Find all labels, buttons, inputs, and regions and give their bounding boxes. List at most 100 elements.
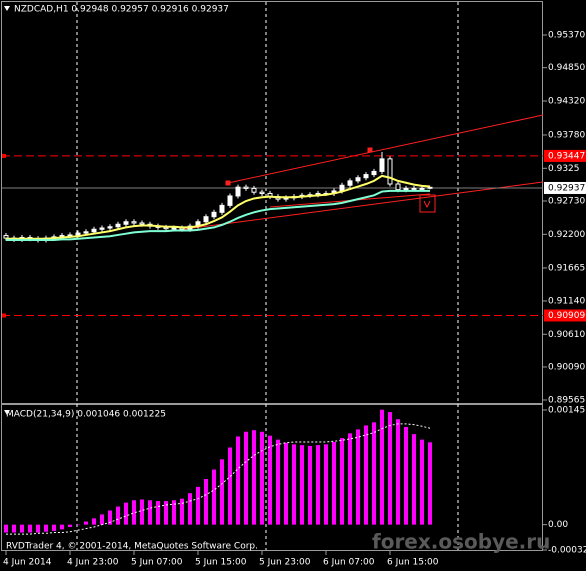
macd-bar <box>404 427 408 525</box>
candle-body <box>107 226 113 229</box>
candle-body <box>427 186 433 189</box>
macd-bar <box>4 524 8 533</box>
alert-arrow <box>423 200 431 209</box>
level-label: 0.90909 <box>548 311 585 321</box>
candle-body <box>243 186 249 189</box>
period-separators <box>76 2 459 550</box>
candle-body <box>371 170 377 176</box>
macd-bar <box>396 419 400 525</box>
macd-bar <box>236 436 240 525</box>
macd-bar <box>292 444 296 525</box>
macd-bar <box>108 510 112 525</box>
macd-bar <box>372 422 376 525</box>
macd-bar <box>20 524 24 533</box>
macd-title: MACD(21,34,9) 0.001046 0.001225 <box>6 410 166 420</box>
x-tick-label: 4 Jun 23:00 <box>67 558 119 568</box>
anchor <box>367 147 373 153</box>
macd-bar <box>172 500 176 525</box>
x-tick-label: 6 Jun 15:00 <box>387 558 439 568</box>
candle-body <box>91 228 97 233</box>
macd-bar <box>220 459 224 525</box>
macd-bar <box>388 412 392 525</box>
macd-bar <box>180 498 184 525</box>
macd-bar <box>252 430 256 525</box>
macd-bar <box>260 431 264 525</box>
macd-bar <box>84 521 88 525</box>
candle-body <box>83 231 89 234</box>
copyright: RVDTrader 4, © 2001-2014, MetaQuotes Sof… <box>6 542 258 552</box>
macd-bar <box>52 524 56 531</box>
x-tick-label: 5 Jun 07:00 <box>131 558 183 568</box>
candle-body <box>395 183 401 191</box>
moving-average <box>6 189 430 241</box>
macd-signal <box>6 423 431 535</box>
macd-bar <box>148 500 152 525</box>
y-tick-label: 0.001457 <box>548 405 586 415</box>
macd-bar <box>132 500 136 525</box>
candle-body <box>347 180 353 186</box>
macd-bar <box>12 524 16 533</box>
candle-body <box>131 221 137 224</box>
candle-body <box>219 204 225 213</box>
moving-average <box>6 174 431 240</box>
macd-bar <box>228 447 232 525</box>
level-label-box <box>544 309 586 322</box>
macd-bar <box>36 524 40 533</box>
y-tick-label: 0.94320 <box>548 97 585 107</box>
macd-bar <box>412 434 416 525</box>
candle-body <box>115 223 121 228</box>
macd-bar <box>244 431 248 525</box>
macd-bar <box>116 506 120 525</box>
candle-body <box>355 177 361 182</box>
macd-bar <box>92 518 96 525</box>
y-tick-label: 0.91665 <box>548 263 585 273</box>
last-price-label: 0.92937 <box>548 183 585 193</box>
level-dot <box>2 153 6 158</box>
price-panel-frame <box>1 1 543 404</box>
candle-body <box>411 187 417 190</box>
panel-marker <box>4 410 10 415</box>
candle-body <box>99 227 105 230</box>
y-tick-label: 0.90090 <box>548 362 585 372</box>
macd-bar <box>308 445 312 525</box>
macd-bar <box>380 409 384 525</box>
y-tick-label: 0.94850 <box>548 63 585 73</box>
macd-bar <box>76 524 80 526</box>
macd-bar <box>428 442 432 525</box>
level-dot <box>2 313 6 318</box>
candle-body <box>211 211 217 218</box>
level-label: 0.93447 <box>548 151 585 161</box>
candle-body <box>171 227 177 230</box>
macd-bar <box>284 442 288 525</box>
x-tick-label: 4 Jun 2014 <box>3 558 52 568</box>
macd-bar <box>204 478 208 525</box>
macd-bar <box>324 444 328 525</box>
y-tick-label: 0.90610 <box>548 330 585 340</box>
candle-body <box>403 187 409 191</box>
macd-bar <box>124 502 128 525</box>
plot-layer: 0.95370 0.94850 0.94320 0.93780 0.9325 0.9273… <box>2 31 586 568</box>
candle-body <box>235 186 241 197</box>
macd-bar <box>276 439 280 525</box>
macd-bar <box>420 439 424 525</box>
candle-body <box>139 222 145 225</box>
macd-bar <box>100 514 104 525</box>
candle-body <box>387 158 393 185</box>
macd-bar <box>268 435 272 525</box>
candle-body <box>123 221 129 225</box>
candle-body <box>419 187 425 190</box>
macd-bar <box>44 524 48 532</box>
trend-line <box>227 114 544 184</box>
macd-bar <box>196 486 200 525</box>
chart-title: NZDCAD,H1 0.92948 0.92957 0.92916 0.9293… <box>14 5 229 15</box>
macd-bar <box>212 469 216 525</box>
y-tick-label: 0.95370 <box>548 31 585 41</box>
y-tick-label: 0.9325 <box>548 164 580 174</box>
macd-bar <box>156 501 160 525</box>
last-price-box <box>544 181 586 194</box>
x-tick-label: 5 Jun 23:00 <box>259 558 311 568</box>
macd-bar <box>164 501 168 525</box>
trend-line <box>169 181 544 232</box>
macd-bar <box>300 445 304 525</box>
